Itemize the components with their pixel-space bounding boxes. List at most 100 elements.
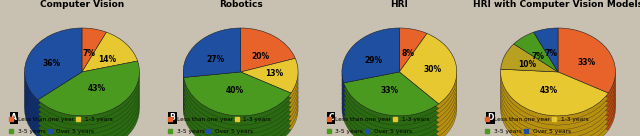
Wedge shape xyxy=(82,60,138,100)
Wedge shape xyxy=(24,42,82,114)
Wedge shape xyxy=(184,109,291,136)
Wedge shape xyxy=(241,58,298,93)
Wedge shape xyxy=(38,66,140,120)
Wedge shape xyxy=(500,62,558,90)
Wedge shape xyxy=(500,97,609,136)
Wedge shape xyxy=(500,58,558,86)
Wedge shape xyxy=(558,47,616,112)
Text: 29%: 29% xyxy=(364,56,382,65)
Wedge shape xyxy=(399,61,457,132)
Wedge shape xyxy=(534,33,558,77)
Wedge shape xyxy=(38,98,140,136)
Text: 20%: 20% xyxy=(251,52,269,61)
Wedge shape xyxy=(24,33,82,105)
Wedge shape xyxy=(500,106,609,136)
Wedge shape xyxy=(183,51,241,101)
Wedge shape xyxy=(399,60,427,104)
Wedge shape xyxy=(241,91,298,126)
Wedge shape xyxy=(342,33,399,87)
Wedge shape xyxy=(399,57,457,127)
Wedge shape xyxy=(38,93,140,136)
Wedge shape xyxy=(500,81,558,109)
Wedge shape xyxy=(82,65,138,104)
Wedge shape xyxy=(241,56,295,100)
Wedge shape xyxy=(184,90,291,134)
Wedge shape xyxy=(183,60,241,110)
Text: B: B xyxy=(170,114,175,123)
Wedge shape xyxy=(342,28,399,83)
Wedge shape xyxy=(534,56,558,100)
Title: Computer Vision: Computer Vision xyxy=(40,0,124,9)
Wedge shape xyxy=(82,42,106,86)
Wedge shape xyxy=(514,69,558,109)
Wedge shape xyxy=(399,33,427,77)
Wedge shape xyxy=(344,100,438,136)
Wedge shape xyxy=(399,33,457,104)
Wedge shape xyxy=(342,51,399,106)
Wedge shape xyxy=(534,60,558,104)
Wedge shape xyxy=(241,81,298,116)
Wedge shape xyxy=(241,33,295,77)
Text: 33%: 33% xyxy=(381,86,399,95)
Text: D: D xyxy=(487,114,493,123)
Wedge shape xyxy=(558,28,616,93)
Wedge shape xyxy=(241,37,295,81)
Wedge shape xyxy=(241,60,295,104)
Wedge shape xyxy=(82,37,138,77)
Wedge shape xyxy=(241,47,295,90)
Wedge shape xyxy=(399,37,427,81)
Wedge shape xyxy=(344,81,438,125)
Wedge shape xyxy=(500,74,609,120)
Text: A: A xyxy=(11,114,17,123)
Wedge shape xyxy=(342,65,399,120)
Text: 33%: 33% xyxy=(577,58,596,67)
Wedge shape xyxy=(82,65,106,109)
Wedge shape xyxy=(183,37,241,87)
Wedge shape xyxy=(500,53,558,81)
Wedge shape xyxy=(342,56,399,111)
Wedge shape xyxy=(500,78,609,125)
Text: 14%: 14% xyxy=(99,55,116,64)
Wedge shape xyxy=(534,42,558,86)
Title: HRI: HRI xyxy=(390,0,408,9)
Wedge shape xyxy=(534,37,558,81)
Wedge shape xyxy=(82,60,106,104)
Wedge shape xyxy=(514,51,558,90)
Wedge shape xyxy=(38,80,140,134)
Wedge shape xyxy=(514,32,558,72)
Wedge shape xyxy=(558,56,616,121)
Wedge shape xyxy=(500,49,558,77)
Wedge shape xyxy=(344,90,438,134)
Wedge shape xyxy=(241,95,298,130)
Wedge shape xyxy=(558,51,616,116)
Text: 7%: 7% xyxy=(544,49,557,58)
Wedge shape xyxy=(184,77,291,120)
Text: 7%: 7% xyxy=(531,52,544,61)
Wedge shape xyxy=(38,70,140,125)
Text: 30%: 30% xyxy=(423,65,442,74)
Wedge shape xyxy=(558,37,616,102)
Title: HRI with Computer Vision Models: HRI with Computer Vision Models xyxy=(473,0,640,9)
Wedge shape xyxy=(82,32,138,72)
Wedge shape xyxy=(500,67,558,95)
Wedge shape xyxy=(82,33,106,77)
Text: 13%: 13% xyxy=(265,69,283,78)
Wedge shape xyxy=(38,61,140,116)
Wedge shape xyxy=(342,37,399,92)
Wedge shape xyxy=(82,37,106,81)
Wedge shape xyxy=(558,33,616,98)
Wedge shape xyxy=(558,60,616,126)
Wedge shape xyxy=(82,46,138,86)
Wedge shape xyxy=(500,72,558,100)
Text: 40%: 40% xyxy=(225,86,243,95)
Wedge shape xyxy=(241,68,298,102)
Wedge shape xyxy=(399,38,457,109)
Text: C: C xyxy=(328,114,334,123)
Wedge shape xyxy=(24,60,82,132)
Title: Robotics: Robotics xyxy=(219,0,262,9)
Wedge shape xyxy=(399,56,427,100)
Wedge shape xyxy=(558,42,616,107)
Wedge shape xyxy=(514,41,558,81)
Wedge shape xyxy=(82,47,106,90)
Wedge shape xyxy=(514,60,558,100)
